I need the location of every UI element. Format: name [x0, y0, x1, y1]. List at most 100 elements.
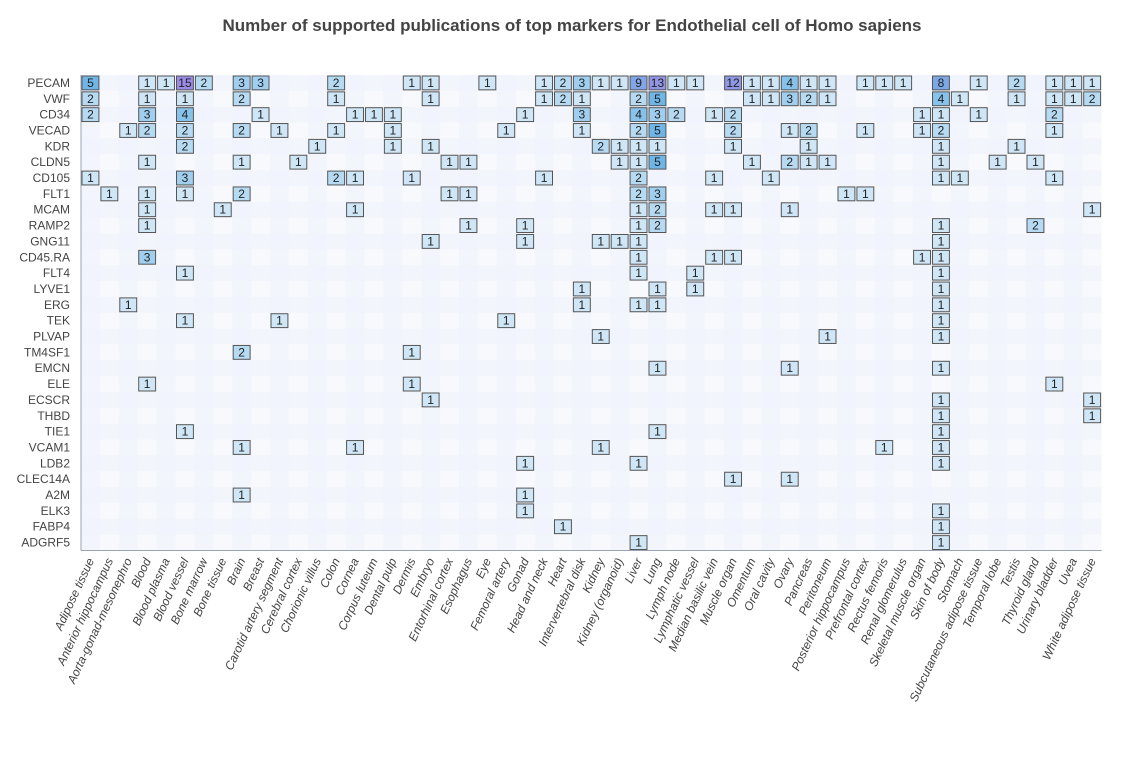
cell-tek-skin-of-body: 1	[932, 313, 950, 329]
cell-value: 1	[805, 76, 812, 90]
cell-value: 1	[730, 250, 737, 264]
cell-rect	[932, 281, 950, 297]
cell-rect	[232, 186, 251, 202]
cell-value: 1	[975, 108, 982, 122]
cell-rect	[138, 91, 157, 107]
cell-rect	[421, 75, 440, 91]
cell-value: 1	[881, 76, 888, 90]
cell-cd105-liver: 2	[629, 170, 648, 186]
y-label-flt4: FLT4	[43, 266, 70, 280]
cell-value: 2	[201, 76, 208, 90]
cell-rect	[232, 91, 251, 107]
cell-value: 1	[786, 123, 793, 137]
cell-ldb2-skin-of-body: 1	[932, 455, 950, 471]
cell-rect	[648, 297, 667, 313]
cell-value: 1	[711, 250, 718, 264]
cell-value: 9	[635, 76, 642, 90]
cell-mcam-median-basilic-vein: 1	[705, 202, 724, 218]
cell-rect	[648, 281, 667, 297]
cell-pecam-renal-glomerulus: 1	[894, 75, 913, 91]
cell-rect	[1064, 91, 1083, 107]
cell-rect	[346, 170, 365, 186]
cell-pecam-peritoneum: 1	[818, 75, 837, 91]
cell-vwf-intervertebral-disk: 1	[572, 91, 591, 107]
cell-ldb2-gonad: 1	[516, 455, 535, 471]
cell-cd105-skin-of-body: 1	[932, 170, 950, 186]
cell-mcam-liver: 1	[629, 202, 648, 218]
cell-value: 1	[144, 219, 151, 233]
cell-plvap-kidney: 1	[591, 329, 610, 344]
cell-value: 1	[446, 187, 453, 201]
cell-rect	[459, 218, 478, 233]
cell-value: 1	[824, 155, 831, 169]
cell-value: 12	[726, 76, 740, 90]
cell-rect	[988, 154, 1007, 170]
cell-value: 1	[295, 155, 302, 169]
cell-rect	[1083, 91, 1102, 107]
cell-rect	[81, 91, 100, 107]
cell-value: 1	[919, 108, 926, 122]
cell-value: 1	[541, 171, 548, 185]
cell-lyve1-skin-of-body: 1	[932, 281, 950, 297]
cell-rect	[743, 91, 761, 107]
cell-value: 3	[257, 76, 264, 90]
cell-value: 2	[238, 345, 245, 359]
cell-cd34-blood-vessel: 4	[176, 107, 194, 123]
cell-value: 1	[635, 155, 642, 169]
cell-rect	[554, 519, 572, 535]
cell-value: 1	[938, 409, 945, 423]
cell-value: 1	[654, 298, 661, 312]
cell-value: 1	[692, 266, 699, 280]
cell-value: 5	[654, 123, 661, 137]
cell-value: 2	[938, 123, 945, 137]
cell-value: 2	[238, 187, 245, 201]
cell-value: 1	[352, 440, 359, 454]
cell-value: 1	[1051, 377, 1058, 391]
cell-value: 1	[749, 155, 756, 169]
cell-vwf-urinary-bladder: 1	[1045, 91, 1064, 107]
cell-rect	[648, 202, 667, 218]
cell-rect	[402, 75, 421, 91]
cell-erg-aorta-gonad-mesonephro: 1	[119, 297, 138, 313]
cell-cd105-cornea: 1	[346, 170, 365, 186]
cell-rect	[591, 138, 610, 154]
cell-pecam-bone-marrow: 2	[194, 75, 213, 91]
cell-rect	[932, 170, 950, 186]
cell-rect	[1045, 91, 1064, 107]
cell-rect	[724, 107, 742, 123]
cell-value: 1	[938, 298, 945, 312]
cell-rect	[667, 75, 686, 91]
cell-cldn5-pancreas: 1	[799, 154, 818, 170]
cell-value: 2	[786, 155, 793, 169]
cell-value: 2	[635, 171, 642, 185]
cell-pecam-uvea: 1	[1064, 75, 1083, 91]
cell-rect	[138, 376, 157, 392]
cell-rect	[327, 91, 346, 107]
cell-rect	[232, 123, 251, 138]
cell-rect	[572, 107, 591, 123]
cell-a2m-brain: 1	[232, 487, 251, 503]
cell-rect	[610, 234, 629, 249]
cell-rect	[648, 138, 667, 154]
y-label-elk3: ELK3	[41, 504, 71, 518]
cell-rect	[629, 154, 648, 170]
cell-rect	[950, 91, 969, 107]
cell-rect	[629, 265, 648, 281]
cell-value: 1	[957, 92, 964, 106]
cell-rect	[1007, 75, 1026, 91]
cell-value: 1	[616, 76, 623, 90]
cell-value: 1	[1051, 171, 1058, 185]
cell-value: 1	[182, 425, 189, 439]
cell-rect	[213, 202, 232, 218]
cell-value: 1	[824, 92, 831, 106]
cell-pecam-heart: 2	[554, 75, 572, 91]
cell-kdr-pancreas: 1	[799, 138, 818, 154]
cell-rect	[799, 123, 818, 138]
cell-tie1-blood-vessel: 1	[176, 424, 194, 440]
cell-vwf-skin-of-body: 4	[932, 91, 950, 107]
cell-rect	[761, 91, 780, 107]
cell-rect	[421, 91, 440, 107]
cell-rect	[743, 154, 761, 170]
cell-value: 1	[862, 123, 869, 137]
y-label-erg: ERG	[44, 298, 70, 312]
